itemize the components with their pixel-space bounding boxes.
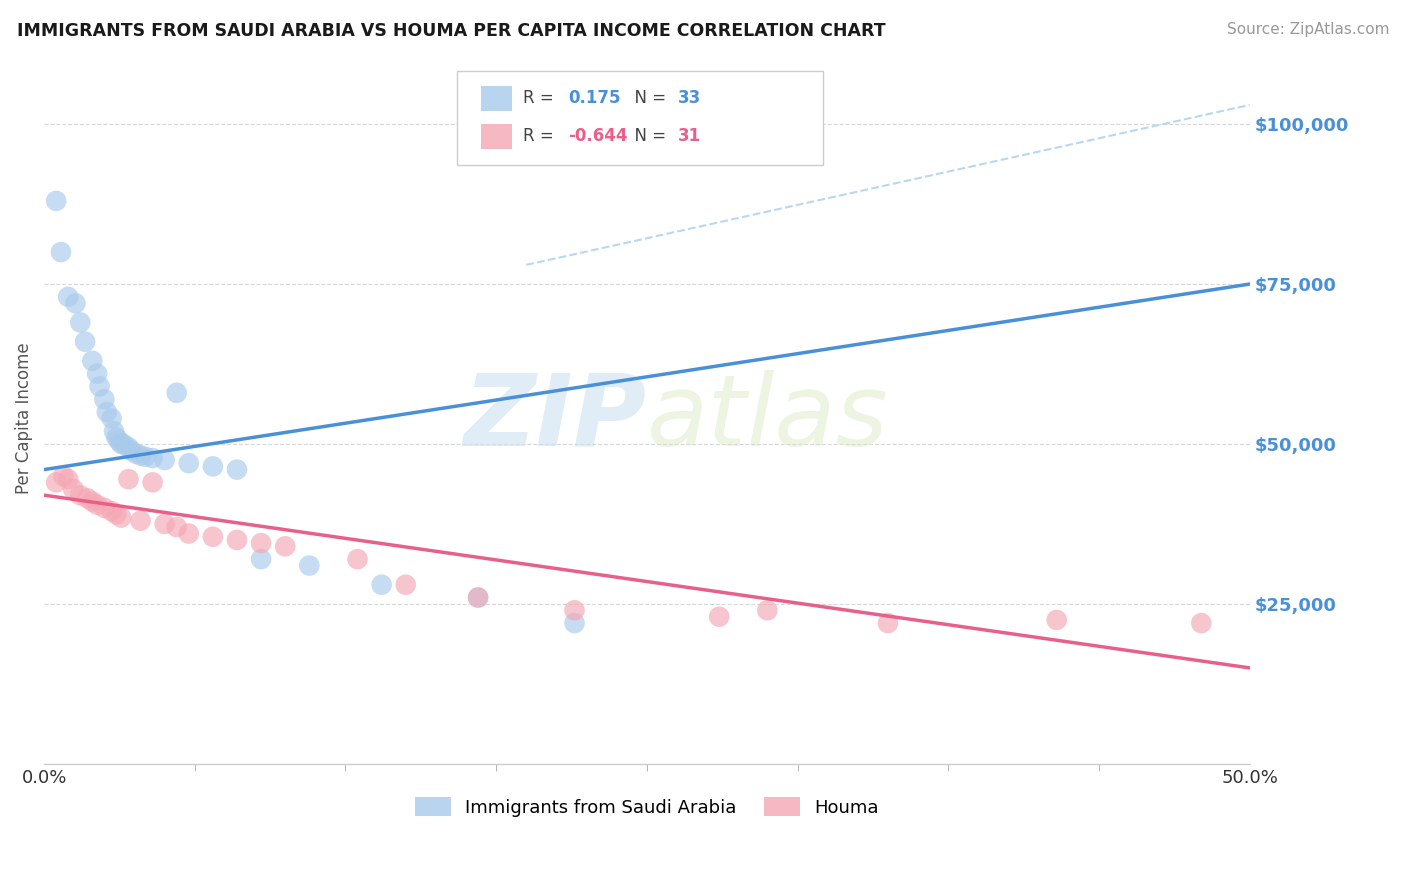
Point: [100, 411, 122, 425]
Point: [153, 516, 176, 531]
Point: [756, 603, 779, 617]
Point: [564, 616, 586, 631]
Point: [142, 451, 165, 466]
Point: [58, 472, 80, 486]
Point: [49, 245, 72, 260]
Point: [89, 379, 111, 393]
Point: [62, 482, 84, 496]
Point: [709, 609, 731, 624]
Point: [45, 194, 67, 208]
Point: [166, 520, 188, 534]
Point: [105, 508, 128, 522]
Point: [105, 431, 128, 445]
Point: [58, 290, 80, 304]
Y-axis label: Per Capita Income: Per Capita Income: [15, 343, 32, 494]
Point: [125, 447, 148, 461]
Text: IMMIGRANTS FROM SAUDI ARABIA VS HOUMA PER CAPITA INCOME CORRELATION CHART: IMMIGRANTS FROM SAUDI ARABIA VS HOUMA PE…: [17, 22, 886, 40]
Point: [103, 424, 125, 438]
Point: [142, 475, 165, 490]
Point: [201, 459, 224, 474]
Point: [201, 530, 224, 544]
Point: [117, 472, 139, 486]
Point: [274, 539, 297, 553]
Point: [1046, 613, 1069, 627]
Text: atlas: atlas: [647, 370, 889, 467]
Point: [93, 500, 115, 515]
Text: Source: ZipAtlas.com: Source: ZipAtlas.com: [1226, 22, 1389, 37]
Point: [112, 437, 135, 451]
Legend: Immigrants from Saudi Arabia, Houma: Immigrants from Saudi Arabia, Houma: [408, 790, 886, 824]
Point: [177, 456, 200, 470]
Point: [110, 510, 132, 524]
Point: [45, 475, 67, 490]
Point: [226, 533, 249, 547]
Point: [52, 469, 75, 483]
Point: [86, 367, 108, 381]
Point: [110, 437, 132, 451]
Text: 31: 31: [678, 128, 700, 145]
Text: -0.644: -0.644: [568, 128, 627, 145]
Text: N =: N =: [624, 128, 672, 145]
Point: [346, 552, 368, 566]
Point: [177, 526, 200, 541]
Point: [69, 315, 91, 329]
Point: [117, 440, 139, 454]
Point: [467, 591, 489, 605]
Point: [69, 488, 91, 502]
Point: [76, 491, 98, 506]
Point: [82, 494, 104, 508]
Point: [370, 578, 392, 592]
Text: N =: N =: [624, 89, 672, 107]
Point: [129, 449, 152, 463]
Point: [298, 558, 321, 573]
Point: [100, 504, 122, 518]
Point: [75, 334, 97, 349]
Point: [1189, 616, 1212, 631]
Text: 0.175: 0.175: [568, 89, 620, 107]
Text: R =: R =: [523, 128, 560, 145]
Point: [395, 578, 418, 592]
Point: [108, 434, 131, 448]
Point: [129, 514, 152, 528]
Point: [564, 603, 586, 617]
Point: [86, 498, 108, 512]
Point: [250, 536, 273, 550]
Point: [120, 443, 142, 458]
Point: [65, 296, 87, 310]
Point: [877, 616, 900, 631]
Point: [134, 450, 156, 464]
Point: [82, 354, 104, 368]
Text: ZIP: ZIP: [464, 370, 647, 467]
Point: [226, 462, 249, 476]
Point: [166, 385, 188, 400]
Text: R =: R =: [523, 89, 560, 107]
Point: [93, 392, 115, 407]
Point: [153, 453, 176, 467]
Point: [467, 591, 489, 605]
Point: [96, 405, 118, 419]
Point: [250, 552, 273, 566]
Text: 33: 33: [678, 89, 702, 107]
